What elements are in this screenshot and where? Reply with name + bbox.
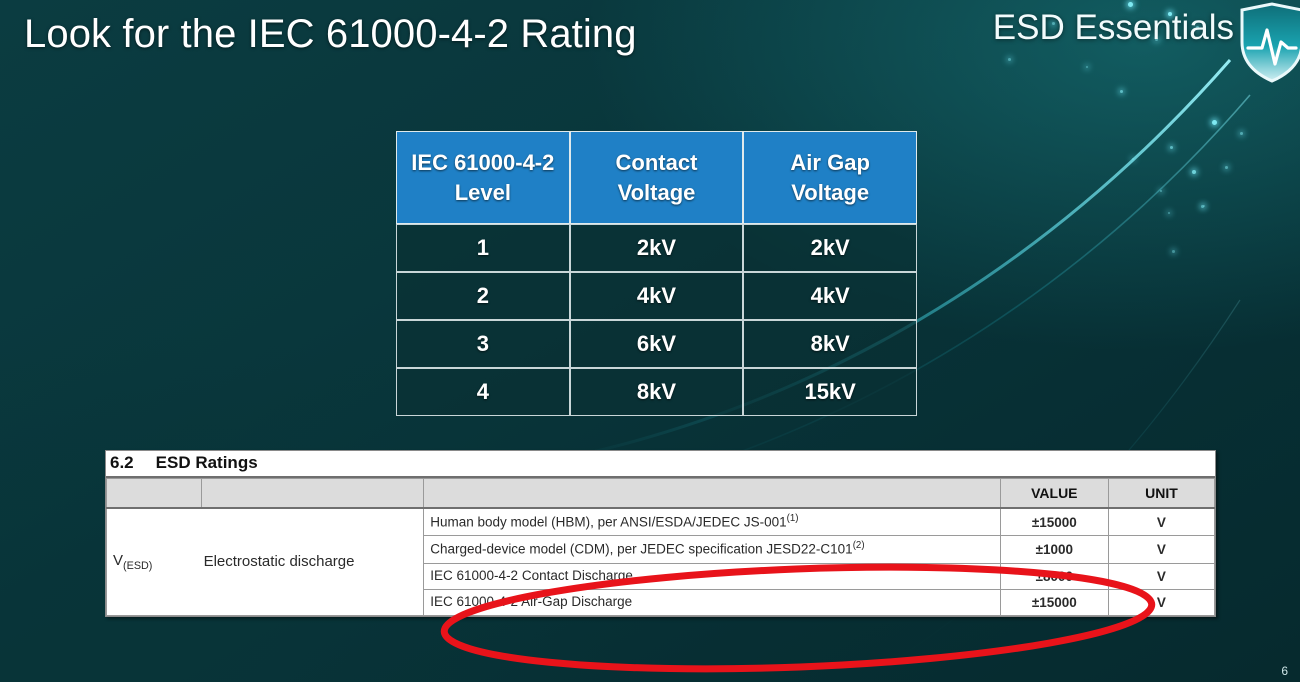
header-line-2: Voltage [617,179,696,205]
datasheet-section-header: 6.2 ESD Ratings [106,451,1215,478]
header-blank-parameter [201,478,425,509]
cell-symbol: V(ESD) [105,507,202,616]
cell-description: IEC 61000-4-2 Air-Gap Discharge [423,588,1001,616]
cell-airgap: 4kV [743,272,917,321]
cell-description: Human body model (HBM), per ANSI/ESDA/JE… [423,507,1001,537]
esd-ratings-table: VALUE UNIT V(ESD) Electrostatic discharg… [105,478,1216,616]
cell-level: 1 [396,224,570,273]
description-text: Human body model (HBM), per ANSI/ESDA/JE… [430,514,787,530]
datasheet-excerpt: 6.2 ESD Ratings VALUE UNIT [105,450,1216,617]
section-title: ESD Ratings [155,453,258,472]
symbol-subscript: (ESD) [123,559,153,572]
header-line-2: Voltage [791,179,870,205]
footnote-marker: (2) [852,540,865,552]
header-blank-description [423,478,1001,509]
header-line-2: Level [454,179,511,205]
cell-contact: 4kV [569,272,744,321]
cell-description: Charged-device model (CDM), per JEDEC sp… [423,535,1001,564]
symbol-text: V [113,551,124,569]
cell-airgap: 8kV [743,320,917,369]
table-row: 2 4kV 4kV [396,272,917,321]
cell-airgap: 15kV [743,368,917,417]
header-line-1: Air Gap [790,150,870,175]
section-number: 6.2 [110,453,134,472]
level-table-header-airgap: Air Gap Voltage [743,131,917,225]
level-table-header-level: IEC 61000-4-2 Level [396,131,570,225]
header-unit: UNIT [1107,478,1216,509]
header-value: VALUE [999,478,1109,509]
description-text: Charged-device model (CDM), per JEDEC sp… [430,541,853,557]
cell-unit: V [1107,588,1216,616]
page-number: 6 [1281,664,1288,678]
level-table-header-contact: Contact Voltage [569,131,744,225]
level-table-header-row: IEC 61000-4-2 Level Contact Voltage Air … [396,131,917,225]
cell-value: ±15000 [999,507,1109,537]
cell-airgap: 2kV [743,224,917,273]
footnote-marker: (1) [786,513,799,524]
slide-title: Look for the IEC 61000-4-2 Rating [24,12,637,56]
cell-unit: V [1107,507,1216,537]
cell-level: 4 [396,368,570,417]
cell-level: 2 [396,272,570,321]
cell-contact: 8kV [569,368,744,417]
cell-contact: 6kV [569,320,744,369]
brand-label: ESD Essentials [992,8,1234,47]
cell-parameter: Electrostatic discharge [201,507,425,616]
header-line-1: IEC 61000-4-2 [411,150,555,175]
cell-level: 3 [396,320,570,369]
cell-value: ±15000 [999,588,1109,616]
cell-unit: V [1107,562,1216,590]
table-row: 4 8kV 15kV [396,368,917,417]
table-row: 3 6kV 8kV [396,320,917,369]
table-row: 1 2kV 2kV [396,224,917,273]
cell-value: ±8000 [999,562,1109,590]
cell-contact: 2kV [569,224,744,273]
cell-value: ±1000 [999,535,1109,564]
iec-level-table: IEC 61000-4-2 Level Contact Voltage Air … [396,131,917,417]
cell-description: IEC 61000-4-2 Contact Discharge [423,562,1001,590]
header-blank-symbol [105,478,203,509]
table-row: V(ESD) Electrostatic discharge Human bod… [105,507,1216,616]
esd-table-header-row: VALUE UNIT [105,478,1216,509]
cell-unit: V [1107,535,1216,564]
shield-pulse-icon [1236,2,1300,84]
header-line-1: Contact [615,150,698,175]
table-row: Charged-device model (CDM), per JEDEC sp… [107,535,1216,564]
